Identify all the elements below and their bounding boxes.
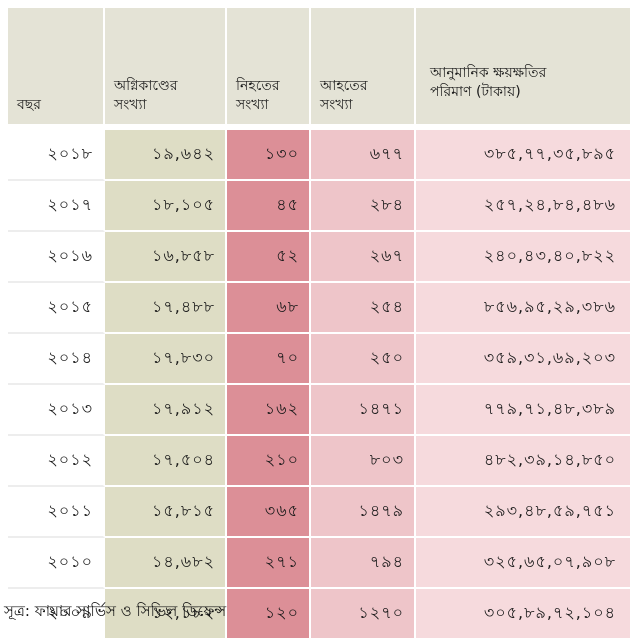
loss-cell: ৩৮৫,৭৭,৩৫,৮৯৫ bbox=[416, 130, 632, 181]
year-cell: ২০১৪ bbox=[8, 334, 105, 385]
deaths-cell: ৫২ bbox=[227, 232, 311, 283]
fire-count-cell: ১৮,১০৫ bbox=[105, 181, 227, 232]
deaths-cell: ২৭১ bbox=[227, 538, 311, 589]
source-note: সূত্র: ফায়ার সার্ভিস ও সিভিল ডিফেন্স bbox=[4, 602, 227, 620]
year-cell: ২০১৫ bbox=[8, 283, 105, 334]
loss-cell: ৪৮২,৩৯,১৪,৮৫০ bbox=[416, 436, 632, 487]
fire-count-cell: ১৭,৫০৪ bbox=[105, 436, 227, 487]
injured-cell: ২৬৭ bbox=[311, 232, 416, 283]
fire-count-cell: ১২,১৮২ bbox=[105, 589, 227, 638]
header-year: বছর bbox=[8, 8, 105, 130]
injured-cell: ১২৭০ bbox=[311, 589, 416, 638]
loss-cell: ৩২৫,৬৫,০৭,৯০৮ bbox=[416, 538, 632, 589]
fire-statistics-table: বছর অগ্নিকাণ্ডের সংখ্যা নিহতের সংখ্যা আহ… bbox=[8, 8, 632, 638]
deaths-cell: ৬৮ bbox=[227, 283, 311, 334]
injured-cell: ৬৭৭ bbox=[311, 130, 416, 181]
year-cell: ২০১১ bbox=[8, 487, 105, 538]
deaths-cell: ১২০ bbox=[227, 589, 311, 638]
injured-cell: ১৪৭১ bbox=[311, 385, 416, 436]
fire-statistics-table-wrapper: বছর অগ্নিকাণ্ডের সংখ্যা নিহতের সংখ্যা আহ… bbox=[8, 8, 632, 638]
fire-count-cell: ১৭,৪৮৮ bbox=[105, 283, 227, 334]
injured-cell: ২৮৪ bbox=[311, 181, 416, 232]
table-header-row: বছর অগ্নিকাণ্ডের সংখ্যা নিহতের সংখ্যা আহ… bbox=[8, 8, 632, 130]
deaths-cell: ৩৬৫ bbox=[227, 487, 311, 538]
table-row: ২০১৮ ১৯,৬৪২ ১৩০ ৬৭৭ ৩৮৫,৭৭,৩৫,৮৯৫ bbox=[8, 130, 632, 181]
deaths-cell: ১৩০ bbox=[227, 130, 311, 181]
deaths-cell: ৪৫ bbox=[227, 181, 311, 232]
loss-cell: ২৫৭,২৪,৮৪,৪৮৬ bbox=[416, 181, 632, 232]
header-estimated-loss: আনুমানিক ক্ষয়ক্ষতির পরিমাণ (টাকায়) bbox=[416, 8, 632, 130]
fire-count-cell: ১৯,৬৪২ bbox=[105, 130, 227, 181]
year-cell: ২০১৮ bbox=[8, 130, 105, 181]
table-body: ২০১৮ ১৯,৬৪২ ১৩০ ৬৭৭ ৩৮৫,৭৭,৩৫,৮৯৫ ২০১৭ ১৮,১০৫ ৪… bbox=[8, 130, 632, 638]
table-row: ২০১৬ ১৬,৮৫৮ ৫২ ২৬৭ ২৪০,৪৩,৪০,৮২২ bbox=[8, 232, 632, 283]
header-deaths: নিহতের সংখ্যা bbox=[227, 8, 311, 130]
deaths-cell: ১৬২ bbox=[227, 385, 311, 436]
year-cell: ২০১০ bbox=[8, 538, 105, 589]
loss-cell: ৮৫৬,৯৫,২৯,৩৮৬ bbox=[416, 283, 632, 334]
injured-cell: ২৫৪ bbox=[311, 283, 416, 334]
table-row: ২০১২ ১৭,৫০৪ ২১০ ৮০৩ ৪৮২,৩৯,১৪,৮৫০ bbox=[8, 436, 632, 487]
fire-count-cell: ১৬,৮৫৮ bbox=[105, 232, 227, 283]
table-row: ২০০৯ ১২,১৮২ ১২০ ১২৭০ ৩০৫,৮৯,৭২,১০৪ bbox=[8, 589, 632, 638]
injured-cell: ৭৯৪ bbox=[311, 538, 416, 589]
deaths-cell: ৭০ bbox=[227, 334, 311, 385]
year-cell: ২০০৯ bbox=[8, 589, 105, 638]
table-row: ২০১৫ ১৭,৪৮৮ ৬৮ ২৫৪ ৮৫৬,৯৫,২৯,৩৮৬ bbox=[8, 283, 632, 334]
table-row: ২০১৩ ১৭,৯১২ ১৬২ ১৪৭১ ৭৭৯,৭১,৪৮,৩৮৯ bbox=[8, 385, 632, 436]
injured-cell: ১৪৭৯ bbox=[311, 487, 416, 538]
year-cell: ২০১২ bbox=[8, 436, 105, 487]
loss-cell: ২৯৩,৪৮,৫৯,৭৫১ bbox=[416, 487, 632, 538]
table-row: ২০১৭ ১৮,১০৫ ৪৫ ২৮৪ ২৫৭,২৪,৮৪,৪৮৬ bbox=[8, 181, 632, 232]
header-injured: আহতের সংখ্যা bbox=[311, 8, 416, 130]
injured-cell: ৮০৩ bbox=[311, 436, 416, 487]
injured-cell: ২৫০ bbox=[311, 334, 416, 385]
loss-cell: ৩৫৯,৩১,৬৯,২০৩ bbox=[416, 334, 632, 385]
year-cell: ২০১৬ bbox=[8, 232, 105, 283]
table-row: ২০১৪ ১৭,৮৩০ ৭০ ২৫০ ৩৫৯,৩১,৬৯,২০৩ bbox=[8, 334, 632, 385]
table-row: ২০১০ ১৪,৬৮২ ২৭১ ৭৯৪ ৩২৫,৬৫,০৭,৯০৮ bbox=[8, 538, 632, 589]
fire-count-cell: ১৭,৮৩০ bbox=[105, 334, 227, 385]
year-cell: ২০১৭ bbox=[8, 181, 105, 232]
table-row: ২০১১ ১৫,৮১৫ ৩৬৫ ১৪৭৯ ২৯৩,৪৮,৫৯,৭৫১ bbox=[8, 487, 632, 538]
fire-count-cell: ১৪,৬৮২ bbox=[105, 538, 227, 589]
loss-cell: ৭৭৯,৭১,৪৮,৩৮৯ bbox=[416, 385, 632, 436]
loss-cell: ৩০৫,৮৯,৭২,১০৪ bbox=[416, 589, 632, 638]
year-cell: ২০১৩ bbox=[8, 385, 105, 436]
loss-cell: ২৪০,৪৩,৪০,৮২২ bbox=[416, 232, 632, 283]
fire-count-cell: ১৭,৯১২ bbox=[105, 385, 227, 436]
header-fire-count: অগ্নিকাণ্ডের সংখ্যা bbox=[105, 8, 227, 130]
fire-count-cell: ১৫,৮১৫ bbox=[105, 487, 227, 538]
deaths-cell: ২১০ bbox=[227, 436, 311, 487]
